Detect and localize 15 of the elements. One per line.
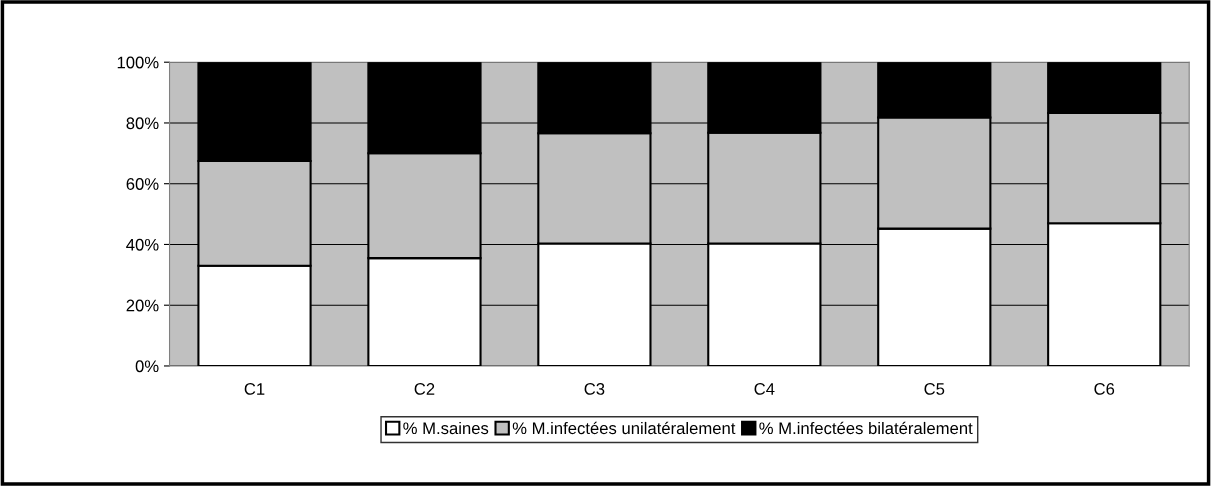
y-tick-label: 60% <box>126 178 159 190</box>
x-tick-label: C4 <box>754 383 775 395</box>
x-tick-label: C6 <box>1094 383 1115 395</box>
x-tick-label: C2 <box>414 383 435 395</box>
x-tick-label: C1 <box>244 383 265 395</box>
legend-label: % M.infectées bilatéralement <box>759 421 973 435</box>
y-tick-label: 100% <box>117 56 159 69</box>
legend-label: % M.infectées unilatéralement <box>512 421 736 435</box>
y-tick-label: 0% <box>135 360 159 373</box>
y-tick-label: 20% <box>126 299 159 312</box>
y-tick-label: 80% <box>126 117 159 130</box>
x-tick-label: C3 <box>584 383 605 395</box>
legend-label: % M.saines <box>403 421 489 435</box>
x-tick-label: C5 <box>924 383 945 395</box>
y-tick-label: 40% <box>126 238 159 251</box>
